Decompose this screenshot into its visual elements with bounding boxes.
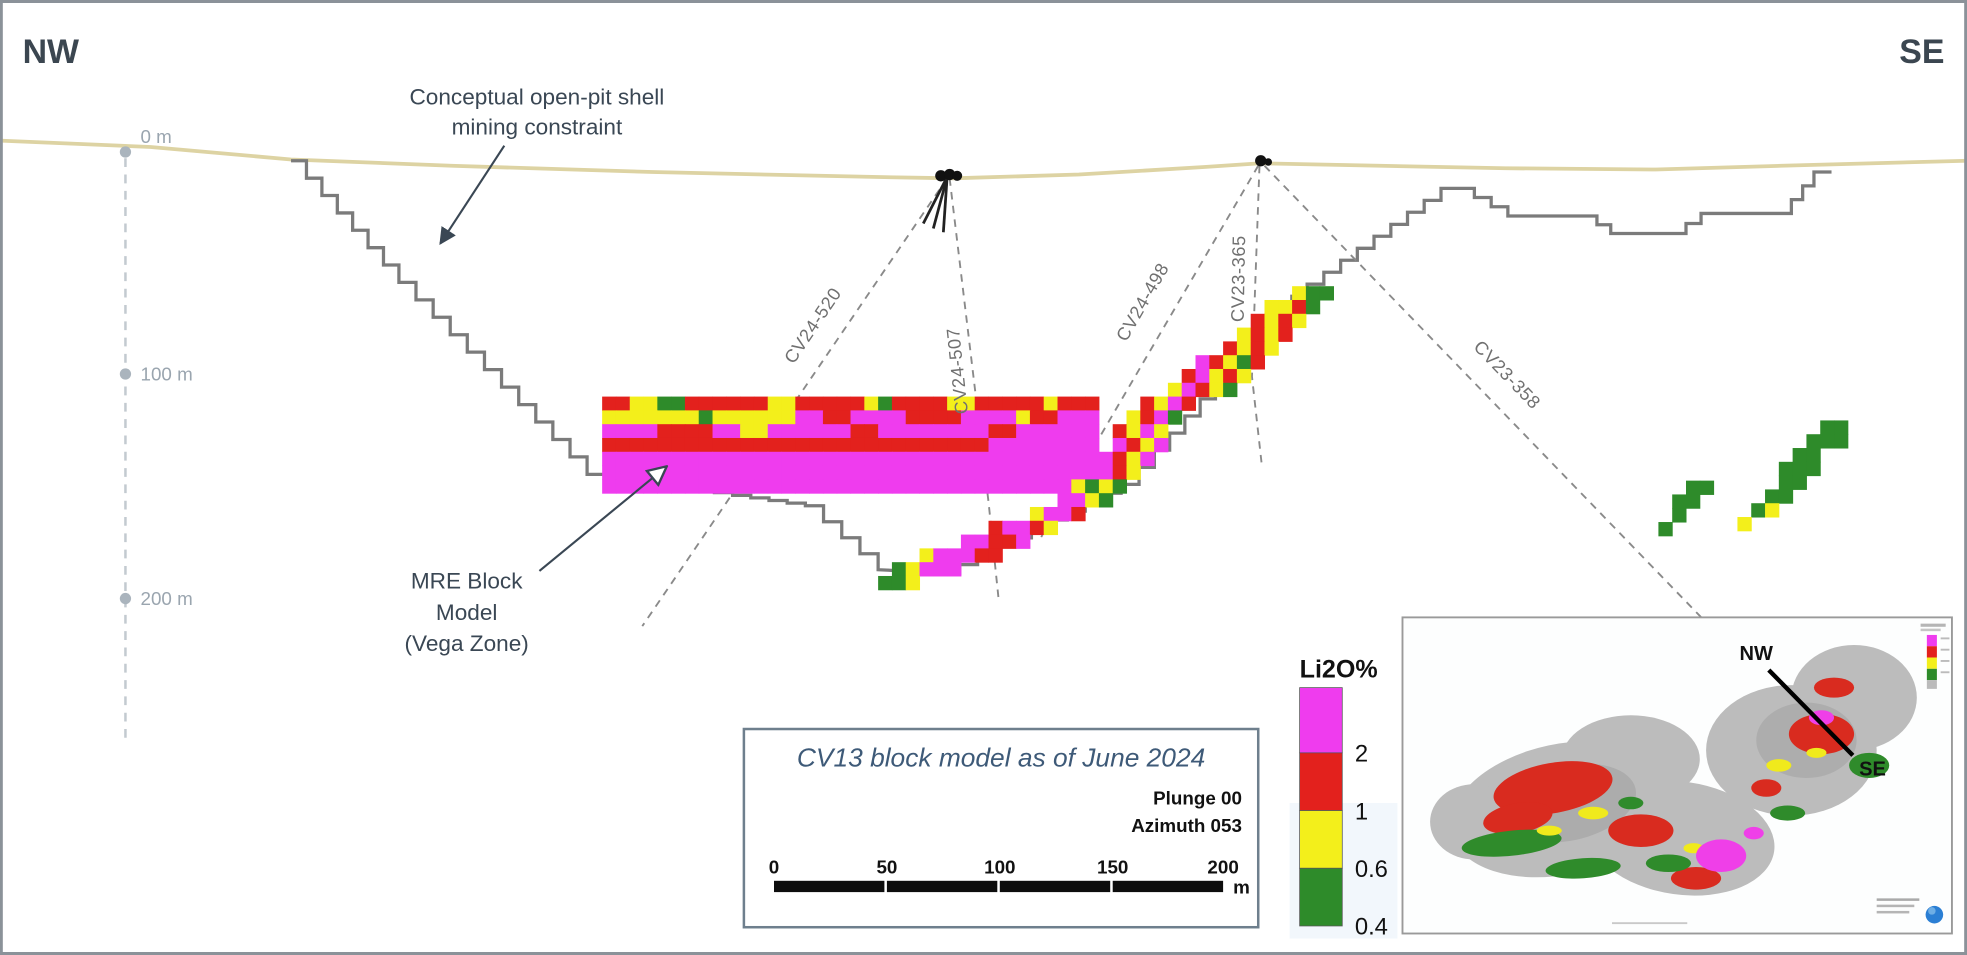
depth-tick-dot-100 bbox=[119, 368, 132, 380]
annotation-pit-line1: Conceptual open-pit shell bbox=[410, 84, 665, 109]
grade-swatch-06 bbox=[1299, 810, 1343, 869]
drillhole-trace-cv23-358 bbox=[1263, 165, 1745, 662]
inset-viewer-info bbox=[1611, 898, 1944, 925]
inset-mini-legend bbox=[1920, 623, 1950, 689]
depth-tick-dot-0 bbox=[119, 146, 132, 158]
depth-ruler: 0 m 100 m 200 m bbox=[119, 126, 193, 741]
annotation-pit-line2: mining constraint bbox=[452, 114, 623, 139]
annotation-mre-arrow bbox=[538, 467, 666, 572]
collar-stub bbox=[931, 176, 949, 229]
grade-label-04: 0.4 bbox=[1355, 914, 1388, 941]
collar-marker bbox=[935, 170, 947, 182]
grade-legend: Li2O% 2 1 0.6 0.4 bbox=[1299, 656, 1388, 941]
scale-tick-50: 50 bbox=[876, 856, 897, 877]
grade-legend-title: Li2O% bbox=[1300, 656, 1378, 684]
grade-swatch-04 bbox=[1299, 867, 1343, 927]
drillhole-label-cv23-365: CV23-365 bbox=[1228, 235, 1250, 322]
inset-label-se: SE bbox=[1859, 758, 1886, 780]
info-box-title: CV13 block model as of June 2024 bbox=[797, 743, 1205, 773]
inset-grade-yellow bbox=[1536, 747, 1827, 854]
depth-tick-dot-200 bbox=[119, 592, 132, 605]
inset-grade-red bbox=[1483, 677, 1855, 890]
grade-swatch-1 bbox=[1299, 752, 1343, 811]
inset-map: NW SE bbox=[1401, 616, 1953, 935]
depth-tick-label-0: 0 m bbox=[141, 126, 172, 147]
collar-marker bbox=[1264, 158, 1273, 166]
annotation-mre-line1: MRE Block bbox=[411, 569, 523, 594]
annotation-mre: MRE Block Model (Vega Zone) bbox=[405, 467, 667, 656]
block-model bbox=[602, 286, 1849, 591]
grade-swatch-2 bbox=[1299, 687, 1343, 754]
collar-stub bbox=[922, 176, 949, 225]
scale-bar-segment bbox=[774, 880, 885, 893]
collar-marker bbox=[952, 170, 963, 181]
drillhole-trace-cv24-498 bbox=[1040, 165, 1260, 538]
grade-label-2: 2 bbox=[1355, 741, 1368, 768]
scale-tick-200: 200 bbox=[1207, 856, 1238, 877]
annotation-pit-arrow bbox=[439, 145, 506, 245]
info-box-plunge: Plunge 00 bbox=[1153, 787, 1242, 808]
grade-label-06: 0.6 bbox=[1355, 856, 1388, 883]
drillhole-traces bbox=[641, 165, 1745, 662]
scale-bar: 0 50 100 150 200 m bbox=[769, 856, 1250, 897]
scale-tick-0: 0 bbox=[769, 856, 779, 877]
inset-grade-magenta bbox=[1696, 710, 1835, 873]
inset-globe-highlight bbox=[1928, 907, 1936, 915]
drillhole-trace-cv23-365 bbox=[1251, 165, 1263, 467]
scale-tick-150: 150 bbox=[1097, 856, 1128, 877]
nw-label: NW bbox=[23, 33, 79, 71]
drillhole-trace-cv24-507 bbox=[948, 178, 1000, 599]
drillhole-collars bbox=[922, 155, 1273, 233]
collar-marker bbox=[1255, 155, 1267, 167]
scale-unit: m bbox=[1233, 876, 1250, 897]
depth-tick-label-100: 100 m bbox=[141, 363, 193, 384]
se-label: SE bbox=[1899, 33, 1944, 71]
info-box: CV13 block model as of June 2024 Plunge … bbox=[742, 727, 1260, 929]
scale-bar-segment bbox=[1112, 880, 1224, 893]
collar-stub bbox=[941, 176, 949, 233]
annotation-mre-line2: Model bbox=[436, 600, 498, 625]
inset-section-line bbox=[1767, 668, 1855, 757]
terrain-surface-line bbox=[0, 138, 1967, 181]
info-box-azimuth: Azimuth 053 bbox=[1131, 815, 1242, 836]
scale-bar-segment bbox=[886, 880, 998, 893]
grade-label-1: 1 bbox=[1355, 798, 1368, 825]
inset-grade-green bbox=[1461, 752, 1890, 879]
annotation-pit-constraint: Conceptual open-pit shell mining constra… bbox=[410, 84, 665, 245]
info-box-frame bbox=[742, 727, 1260, 929]
scale-tick-100: 100 bbox=[984, 856, 1015, 877]
drillhole-trace-cv24-520 bbox=[641, 177, 948, 627]
annotation-mre-line3: (Vega Zone) bbox=[405, 631, 529, 656]
scale-bar-segment bbox=[999, 880, 1111, 893]
inset-label-nw: NW bbox=[1740, 643, 1773, 665]
depth-tick-label-200: 200 m bbox=[141, 588, 193, 609]
